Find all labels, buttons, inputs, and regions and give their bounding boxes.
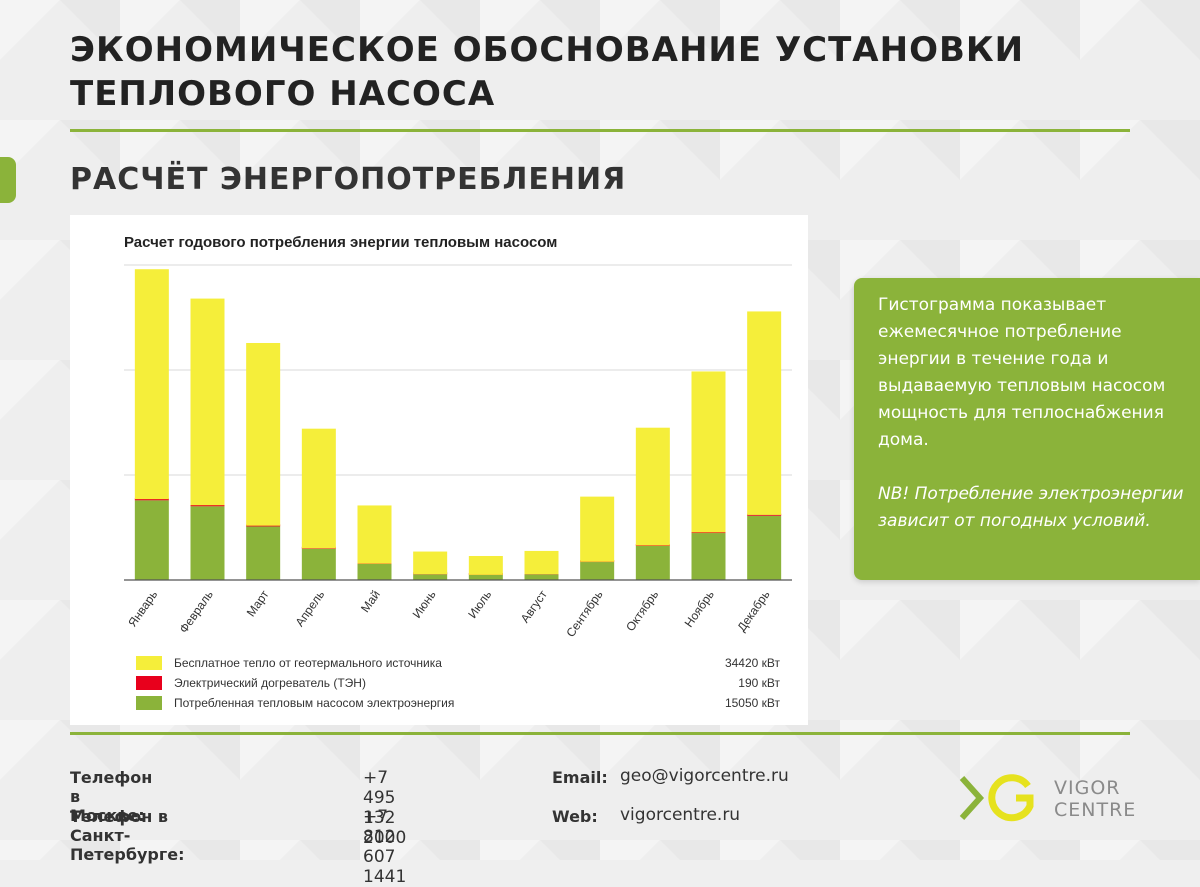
legend-swatch xyxy=(136,676,162,690)
bar-free-heat xyxy=(413,551,448,575)
section-marker xyxy=(0,157,16,203)
vigor-logo-icon xyxy=(959,774,1034,822)
bar-heater xyxy=(190,504,225,507)
x-tick-label: Март xyxy=(244,587,272,619)
footer-divider xyxy=(70,732,1130,735)
bar-free-heat xyxy=(134,269,169,500)
moscow-phone-label: Телефон в Москве: xyxy=(70,768,153,825)
bar-electric xyxy=(413,574,448,580)
bar-free-heat xyxy=(580,496,615,562)
x-tick-label: Август xyxy=(518,587,550,625)
bar-electric xyxy=(134,500,169,580)
bar-electric xyxy=(691,533,726,580)
chart-svg: Расчет годового потребления энергии тепл… xyxy=(124,234,792,710)
info-text: Гистограмма показывает ежемесячное потре… xyxy=(878,295,1166,450)
bar-electric xyxy=(524,574,559,580)
info-box: Гистограмма показывает ежемесячное потре… xyxy=(854,278,1200,580)
chart-card: Расчет годового потребления энергии тепл… xyxy=(70,215,808,725)
x-tick-label: Октябрь xyxy=(623,588,661,634)
bar-free-heat xyxy=(524,550,559,575)
x-tick-label: Февраль xyxy=(177,588,216,636)
section-title: РАСЧЁТ ЭНЕРГОПОТРЕБЛЕНИЯ xyxy=(70,162,627,197)
bar-free-heat xyxy=(691,371,726,533)
bar-electric xyxy=(635,545,670,580)
bar-free-heat xyxy=(301,428,336,549)
title-divider xyxy=(70,129,1130,132)
bar-electric xyxy=(580,562,615,580)
x-tick-label: Сентябрь xyxy=(563,588,605,640)
bar-electric xyxy=(246,526,281,580)
legend-label: Электрический догреватель (ТЭН) xyxy=(174,676,366,690)
bar-free-heat xyxy=(190,298,225,506)
legend-swatch xyxy=(136,696,162,710)
logo-text-centre: CENTRE xyxy=(1054,799,1137,821)
moscow-phone[interactable]: +7 495 132 2000 xyxy=(363,768,407,848)
x-tick-label: Июнь xyxy=(410,588,439,621)
legend-label: Бесплатное тепло от геотермального источ… xyxy=(174,656,442,670)
bar-free-heat xyxy=(468,555,503,575)
legend-total: 34420 кВт xyxy=(725,656,781,670)
bar-free-heat xyxy=(747,311,782,515)
bar-electric xyxy=(357,563,392,580)
web-label: Web: xyxy=(552,807,598,826)
email-link[interactable]: geo@vigorcentre.ru xyxy=(620,766,789,786)
legend-total: 15050 кВт xyxy=(725,696,781,710)
bar-electric xyxy=(747,515,782,580)
bar-heater xyxy=(134,498,169,501)
x-tick-label: Декабрь xyxy=(734,588,772,634)
x-tick-label: Апрель xyxy=(292,588,327,629)
email-label: Email: xyxy=(552,768,608,787)
x-tick-label: Май xyxy=(358,588,383,615)
bar-electric xyxy=(190,506,225,580)
info-note: NB! Потребление электроэнергии зависит о… xyxy=(878,484,1184,531)
legend-total: 190 кВт xyxy=(738,676,780,690)
bar-free-heat xyxy=(357,505,392,564)
x-tick-label: Январь xyxy=(125,588,160,630)
bar-electric xyxy=(301,548,336,580)
legend-swatch xyxy=(136,656,162,670)
spb-phone-label: Телефон в Санкт-Петербурге: xyxy=(70,807,185,864)
bar-free-heat xyxy=(246,342,281,526)
spb-phone[interactable]: +7 812 607 1441 xyxy=(363,807,407,887)
x-tick-label: Ноябрь xyxy=(682,588,717,630)
x-tick-label: Июль xyxy=(465,588,494,621)
legend-label: Потребленная тепловым насосом электроэне… xyxy=(174,696,454,710)
logo-text-vigor: VIGOR xyxy=(1054,777,1121,799)
chart-title: Расчет годового потребления энергии тепл… xyxy=(124,234,557,251)
web-link[interactable]: vigorcentre.ru xyxy=(620,805,741,825)
bar-electric xyxy=(468,574,503,580)
page-title: ЭКОНОМИЧЕСКОЕ ОБОСНОВАНИЕ УСТАНОВКИ ТЕПЛ… xyxy=(70,30,1025,114)
bar-free-heat xyxy=(635,427,670,546)
